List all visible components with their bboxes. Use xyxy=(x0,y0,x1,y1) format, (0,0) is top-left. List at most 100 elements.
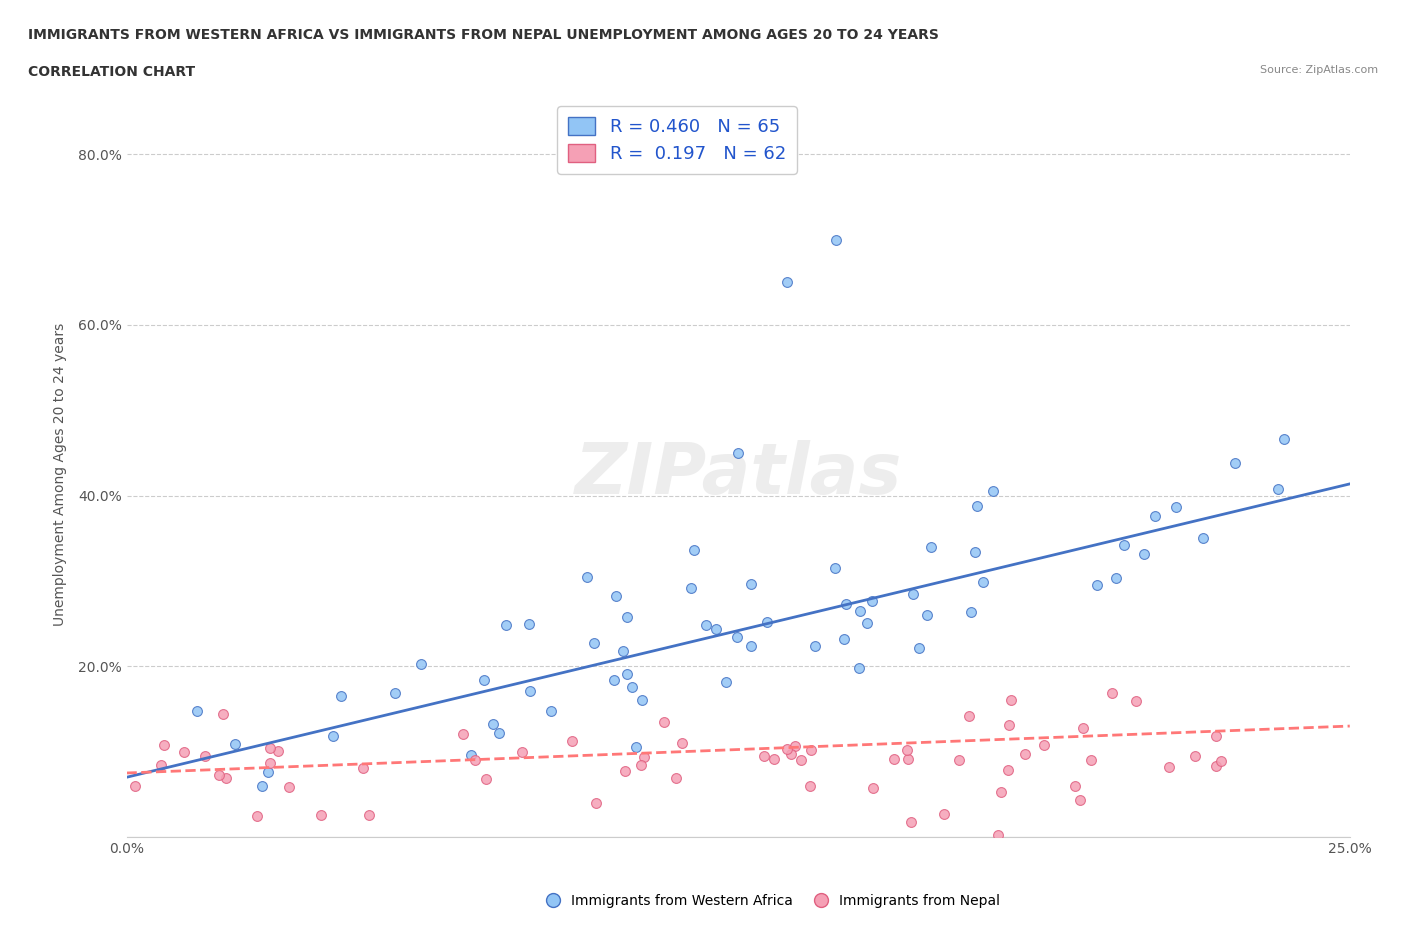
Legend: R = 0.460   N = 65, R =  0.197   N = 62: R = 0.460 N = 65, R = 0.197 N = 62 xyxy=(557,106,797,174)
Point xyxy=(1133,547,1156,562)
Point xyxy=(825,232,848,247)
Text: ZIPatlas: ZIPatlas xyxy=(575,440,901,509)
Point xyxy=(482,716,505,731)
Point xyxy=(540,704,562,719)
Point xyxy=(612,644,634,658)
Point xyxy=(725,630,748,644)
Point xyxy=(613,764,636,778)
Point xyxy=(966,498,988,513)
Point xyxy=(519,684,541,698)
Point xyxy=(990,785,1012,800)
Point xyxy=(776,742,799,757)
Point xyxy=(616,667,638,682)
Point xyxy=(488,725,510,740)
Point xyxy=(1267,482,1289,497)
Point xyxy=(1225,455,1247,470)
Point xyxy=(257,764,280,779)
Point xyxy=(896,742,918,757)
Point xyxy=(384,686,406,701)
Point xyxy=(824,560,846,575)
Point xyxy=(755,615,778,630)
Point xyxy=(194,749,217,764)
Point xyxy=(259,740,281,755)
Point xyxy=(352,760,374,775)
Point xyxy=(472,672,495,687)
Point xyxy=(1205,759,1227,774)
Point xyxy=(860,594,883,609)
Point xyxy=(464,753,486,768)
Point xyxy=(934,806,956,821)
Point xyxy=(763,751,786,766)
Point xyxy=(1073,720,1095,735)
Point xyxy=(1105,570,1128,585)
Point xyxy=(897,751,920,766)
Point xyxy=(671,735,693,750)
Point xyxy=(1000,693,1022,708)
Point xyxy=(460,748,482,763)
Point xyxy=(848,660,870,675)
Point xyxy=(856,616,879,631)
Point xyxy=(517,617,540,631)
Point xyxy=(1272,432,1295,446)
Point xyxy=(849,604,872,618)
Point xyxy=(1159,760,1181,775)
Point xyxy=(727,445,749,460)
Point xyxy=(883,752,905,767)
Point xyxy=(561,734,583,749)
Point xyxy=(1069,793,1091,808)
Point xyxy=(602,672,624,687)
Point xyxy=(900,815,922,830)
Point xyxy=(208,768,231,783)
Point xyxy=(252,778,274,793)
Point xyxy=(633,750,655,764)
Point xyxy=(475,772,498,787)
Point xyxy=(616,610,638,625)
Point xyxy=(266,743,288,758)
Point xyxy=(960,604,983,619)
Text: IMMIGRANTS FROM WESTERN AFRICA VS IMMIGRANTS FROM NEPAL UNEMPLOYMENT AMONG AGES : IMMIGRANTS FROM WESTERN AFRICA VS IMMIGR… xyxy=(28,28,939,42)
Point xyxy=(652,714,675,729)
Point xyxy=(1125,694,1147,709)
Point xyxy=(1032,737,1054,752)
Point xyxy=(695,618,717,632)
Point xyxy=(740,638,762,653)
Point xyxy=(1112,538,1135,552)
Point xyxy=(832,631,855,646)
Point xyxy=(752,749,775,764)
Point xyxy=(246,808,269,823)
Point xyxy=(582,635,605,650)
Y-axis label: Unemployment Among Ages 20 to 24 years: Unemployment Among Ages 20 to 24 years xyxy=(52,323,66,626)
Point xyxy=(1064,778,1087,793)
Point xyxy=(1080,752,1102,767)
Point xyxy=(948,752,970,767)
Point xyxy=(908,640,931,655)
Point xyxy=(630,757,652,772)
Point xyxy=(211,707,233,722)
Point xyxy=(789,752,811,767)
Point xyxy=(1192,531,1215,546)
Point xyxy=(451,726,474,741)
Point xyxy=(329,689,352,704)
Point xyxy=(153,737,176,752)
Point xyxy=(322,728,344,743)
Point xyxy=(957,709,980,724)
Point xyxy=(215,770,238,785)
Point xyxy=(186,703,208,718)
Point xyxy=(665,770,688,785)
Point xyxy=(278,779,301,794)
Point xyxy=(409,657,432,671)
Point xyxy=(997,763,1019,777)
Point xyxy=(1164,499,1187,514)
Point xyxy=(1014,747,1036,762)
Point xyxy=(311,808,333,823)
Point xyxy=(124,778,146,793)
Point xyxy=(779,746,801,761)
Point xyxy=(835,597,858,612)
Point xyxy=(963,545,986,560)
Legend: Immigrants from Western Africa, Immigrants from Nepal: Immigrants from Western Africa, Immigran… xyxy=(541,889,1005,914)
Point xyxy=(621,680,644,695)
Point xyxy=(149,757,172,772)
Point xyxy=(803,638,825,653)
Point xyxy=(972,575,994,590)
Point xyxy=(259,756,281,771)
